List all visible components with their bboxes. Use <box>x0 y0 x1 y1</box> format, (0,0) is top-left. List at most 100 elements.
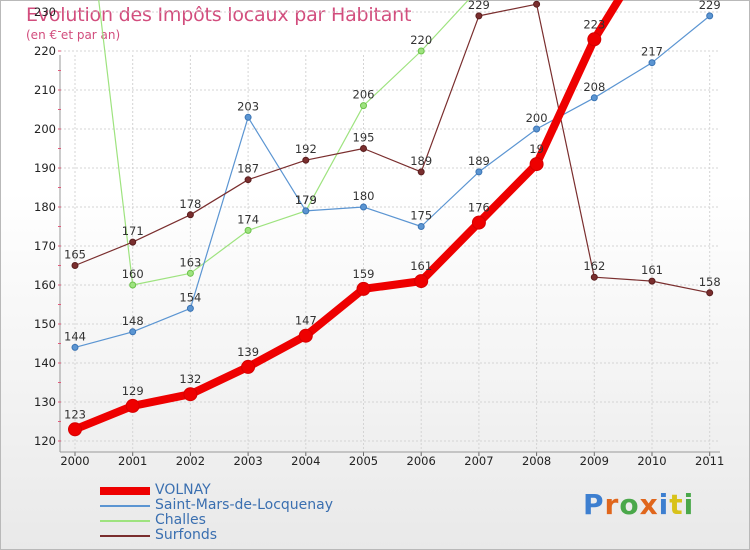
legend-label: VOLNAY <box>155 482 211 498</box>
data-label-surfonds: 192 <box>295 142 317 156</box>
chart-subtitle: (en € et par an) <box>26 28 121 42</box>
x-tick-label: 2004 <box>291 454 320 468</box>
data-label-volnay: 19 <box>529 142 544 156</box>
data-label-challes: 206 <box>353 88 375 102</box>
data-point-challes <box>244 226 252 234</box>
data-point-saint-mars-de-locquenay <box>417 223 425 230</box>
data-label-surfonds: 161 <box>641 263 663 277</box>
data-label-surfonds: 158 <box>699 275 721 289</box>
data-point-saint-mars-de-locquenay <box>706 12 714 20</box>
data-point-saint-mars-de-locquenay <box>302 207 310 215</box>
y-tick-label: 160 <box>34 278 56 292</box>
data-point-saint-mars-de-locquenay <box>533 125 541 133</box>
data-label-saint-mars-de-locquenay: 148 <box>122 314 144 328</box>
y-tick-label: 120 <box>34 434 56 448</box>
legend-swatch <box>100 505 150 507</box>
data-label-volnay: 132 <box>179 372 201 386</box>
proxiti-logo: Proxiti <box>583 488 694 521</box>
logo-letter: i <box>658 488 670 521</box>
data-label-volnay: 129 <box>122 384 144 398</box>
series-line-surfonds <box>74 3 710 294</box>
y-tick-label: 130 <box>34 395 56 409</box>
data-label-saint-mars-de-locquenay: 203 <box>237 99 259 113</box>
x-tick-label: 2002 <box>176 454 205 468</box>
legend-label: Challes <box>155 512 206 528</box>
x-tick-label: 2007 <box>464 454 493 468</box>
y-tick-label: 220 <box>34 44 56 58</box>
data-label-volnay: 161 <box>410 259 432 273</box>
data-point-volnay <box>183 387 198 402</box>
x-tick-label: 2003 <box>233 454 262 468</box>
logo-letter: t <box>669 488 684 521</box>
y-tick-label: 180 <box>34 200 56 214</box>
data-label-surfonds: 171 <box>122 224 144 238</box>
data-point-saint-mars-de-locquenay <box>475 168 483 176</box>
legend-swatch <box>100 535 150 537</box>
data-label-surfonds: 187 <box>237 162 259 176</box>
y-tick-label: 200 <box>34 122 56 136</box>
logo-letter: x <box>639 488 659 521</box>
logo-letter: i <box>683 488 695 521</box>
data-label-challes: 220 <box>410 33 432 47</box>
data-label-volnay: 223 <box>583 17 605 31</box>
data-label-volnay: 123 <box>64 407 86 421</box>
data-point-surfonds <box>475 12 483 20</box>
data-label-challes: 179 <box>295 193 317 207</box>
axes: 1201301401501601701801902002102202302402… <box>34 5 724 468</box>
legend-label: Saint-Mars-de-Locquenay <box>155 497 334 513</box>
x-tick-label: 2000 <box>60 454 89 468</box>
data-label-volnay: 176 <box>468 201 490 215</box>
data-label-surfonds: 189 <box>410 154 432 168</box>
data-point-surfonds <box>186 211 194 219</box>
x-tick-label: 2005 <box>349 454 378 468</box>
data-point-challes <box>129 281 137 289</box>
data-label-challes: 160 <box>122 267 144 281</box>
data-point-challes <box>417 47 425 55</box>
data-label-surfonds: 178 <box>179 197 201 211</box>
data-point-volnay <box>298 328 313 343</box>
y-tick-label: 170 <box>34 239 56 253</box>
series-line-challes <box>98 0 470 286</box>
data-point-surfonds <box>71 262 79 269</box>
data-point-saint-mars-de-locquenay <box>186 304 194 312</box>
data-label-volnay: 147 <box>295 314 317 328</box>
data-point-surfonds <box>590 273 598 281</box>
data-point-surfonds <box>244 176 252 184</box>
chart-title: Evolution des Impôts locaux par Habitant <box>26 4 412 26</box>
line-chart: 1201301401501601701801902002102202302402… <box>34 0 724 468</box>
x-tick-label: 2001 <box>118 454 147 468</box>
data-labels: 2841601631741792062202362502502522741441… <box>64 0 721 421</box>
y-tick-label: 210 <box>34 83 56 97</box>
data-point-surfonds <box>706 289 714 297</box>
data-label-challes: 163 <box>179 255 201 269</box>
y-tick-label: 150 <box>34 317 56 331</box>
grid-lines <box>60 11 720 452</box>
x-tick-label: 2009 <box>580 454 609 468</box>
series-line-volnay <box>73 0 624 434</box>
y-tick-label: 190 <box>34 161 56 175</box>
data-point-volnay <box>125 398 140 413</box>
data-point-surfonds <box>360 145 367 152</box>
data-point-volnay <box>414 274 429 289</box>
y-tick-label: 230 <box>34 5 56 19</box>
data-point-volnay <box>356 281 371 296</box>
data-point-saint-mars-de-locquenay <box>648 59 656 67</box>
data-point-saint-mars-de-locquenay <box>590 94 598 102</box>
data-label-saint-mars-de-locquenay: 144 <box>64 329 86 343</box>
data-label-saint-mars-de-locquenay: 208 <box>583 80 605 94</box>
x-tick-label: 2011 <box>695 454 724 468</box>
data-point-saint-mars-de-locquenay <box>129 328 137 336</box>
logo-letter: o <box>619 488 640 521</box>
data-label-saint-mars-de-locquenay: 175 <box>410 209 432 223</box>
data-label-surfonds: 195 <box>353 131 375 145</box>
data-label-saint-mars-de-locquenay: 229 <box>699 0 721 12</box>
data-label-saint-mars-de-locquenay: 189 <box>468 154 490 168</box>
data-label-saint-mars-de-locquenay: 217 <box>641 45 663 59</box>
data-point-volnay <box>471 215 486 230</box>
data-label-saint-mars-de-locquenay: 200 <box>526 111 548 125</box>
data-label-volnay: 159 <box>353 267 375 281</box>
data-point-saint-mars-de-locquenay <box>360 203 367 211</box>
data-label-challes: 174 <box>237 212 259 226</box>
data-label-saint-mars-de-locquenay: 180 <box>353 189 375 203</box>
